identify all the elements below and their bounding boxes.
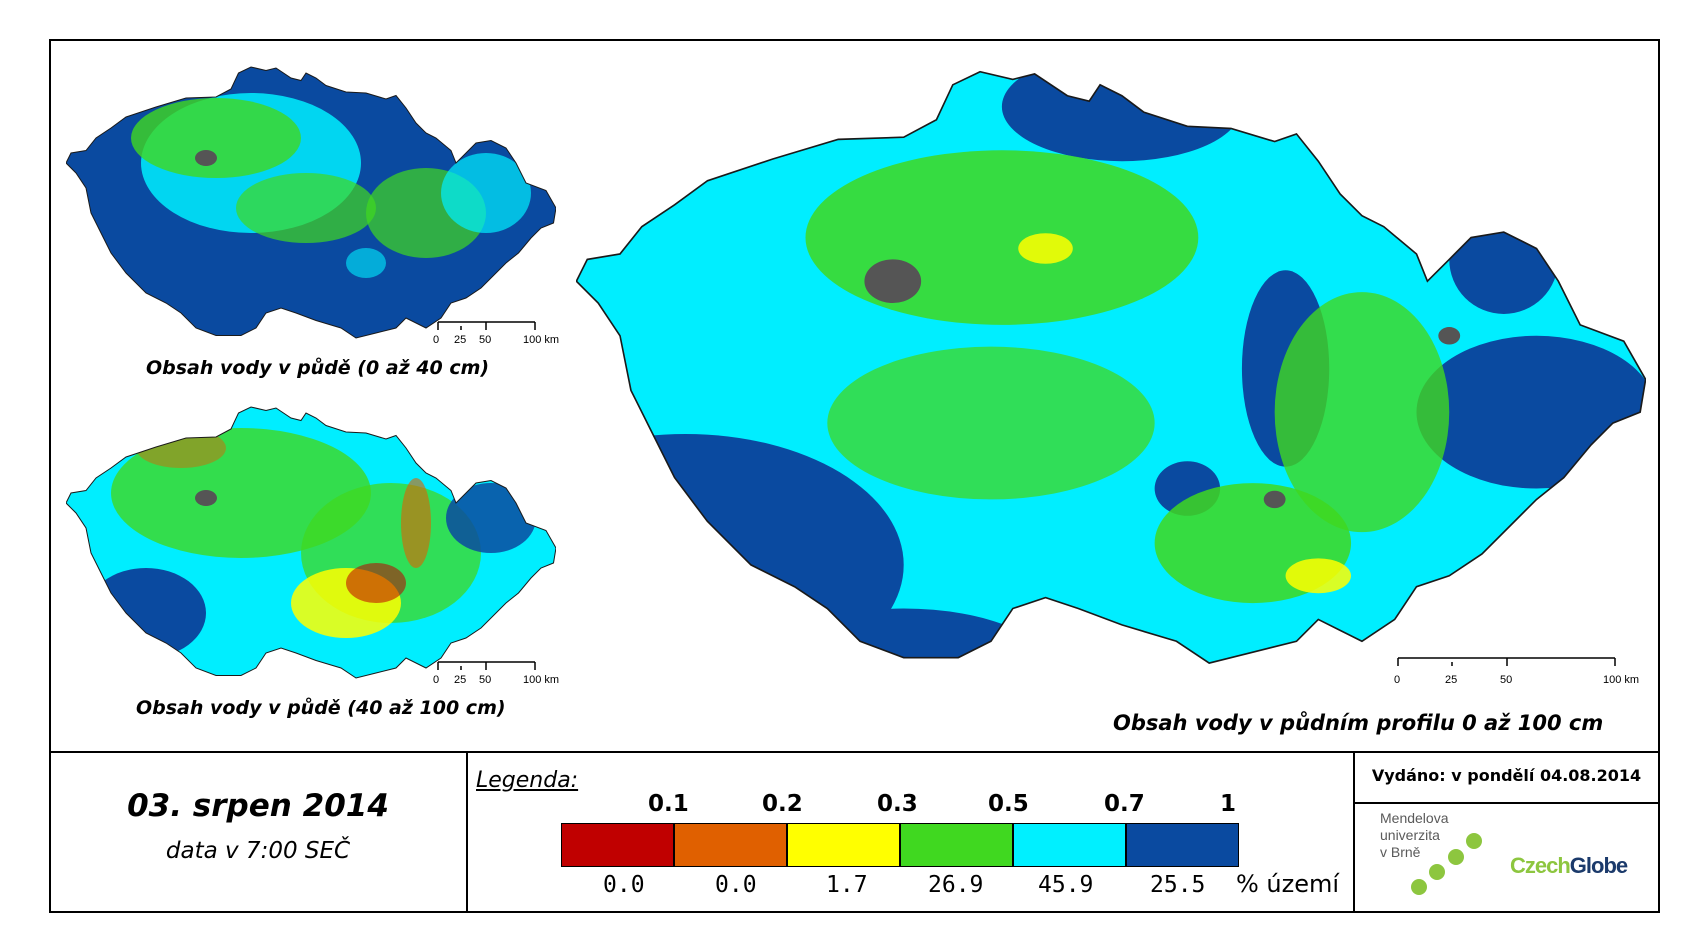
map-title-0-100cm: Obsah vody v půdním profilu 0 až 100 cm <box>1113 711 1604 735</box>
scale-bar-1 <box>437 321 536 330</box>
footer-divider-right <box>1353 752 1355 912</box>
legend-swatch <box>1013 823 1126 867</box>
scale-label: 25 <box>454 334 467 346</box>
legend-percent: 0.0 <box>715 872 757 898</box>
legend-swatch <box>674 823 787 867</box>
mendel-logo-dot <box>1466 833 1482 849</box>
legend-swatch <box>561 823 674 867</box>
czechglobe-logo: CzechGlobe <box>1510 853 1628 879</box>
legend-swatch <box>787 823 900 867</box>
legend-title: Legenda: <box>476 768 579 793</box>
legend-threshold: 0.5 <box>988 791 1029 817</box>
legend-percent: 25.5 <box>1150 872 1206 898</box>
scale-label: 50 <box>479 674 492 686</box>
scale-label: 50 <box>479 334 492 346</box>
legend-percent: 45.9 <box>1038 872 1094 898</box>
legend-threshold: 0.3 <box>877 791 918 817</box>
legend-percent: 26.9 <box>928 872 984 898</box>
map-title-0-40cm: Obsah vody v půdě (0 až 40 cm) <box>146 357 490 379</box>
scale-label: 25 <box>454 674 467 686</box>
soil-moisture-map-0-40cm <box>66 66 556 339</box>
mendel-logo-dot <box>1448 849 1464 865</box>
footer-divider-left <box>466 752 468 912</box>
scale-label: 0 <box>433 334 440 346</box>
scale-bar-2 <box>437 661 536 670</box>
czechglobe-logo-text: CzechGlobe <box>1510 853 1628 878</box>
legend-threshold: 0.7 <box>1104 791 1145 817</box>
legend-percent: 0.0 <box>603 872 645 898</box>
date-label: 03. srpen 2014 <box>127 788 389 824</box>
mendel-logo-line: Mendelova <box>1380 810 1449 826</box>
mendel-logo-dot <box>1429 864 1445 880</box>
issued-date: Vydáno: v pondělí 04.08.2014 <box>1371 766 1642 785</box>
scale-label: 100 km <box>523 334 560 346</box>
soil-moisture-map-0-100cm <box>576 70 1646 664</box>
mendel-university-logo: Mendelova univerzita v Brně <box>1380 810 1449 861</box>
scale-label: 0 <box>1394 674 1401 686</box>
mendel-logo-dot <box>1411 879 1427 895</box>
map-frame <box>49 39 1660 913</box>
legend-threshold: 0.1 <box>648 791 689 817</box>
legend-unit: % území <box>1236 870 1340 898</box>
issued-divider <box>1354 802 1659 804</box>
footer-divider <box>49 751 1660 753</box>
map-title-40-100cm: Obsah vody v půdě (40 až 100 cm) <box>136 697 506 719</box>
legend-threshold: 1 <box>1220 791 1237 817</box>
scale-bar-3 <box>1397 657 1616 666</box>
scale-label: 0 <box>433 674 440 686</box>
scale-label: 100 km <box>523 674 560 686</box>
soil-moisture-map-40-100cm <box>66 406 556 679</box>
scale-label: 100 km <box>1603 674 1640 686</box>
scale-label: 25 <box>1445 674 1458 686</box>
time-label: data v 7:00 SEČ <box>165 838 351 864</box>
legend-swatch <box>900 823 1013 867</box>
legend-swatch <box>1126 823 1239 867</box>
mendel-logo-line: univerzita <box>1380 827 1440 843</box>
mendel-logo-line: v Brně <box>1380 844 1421 860</box>
legend-percent: 1.7 <box>826 872 868 898</box>
scale-label: 50 <box>1500 674 1513 686</box>
legend-threshold: 0.2 <box>762 791 803 817</box>
